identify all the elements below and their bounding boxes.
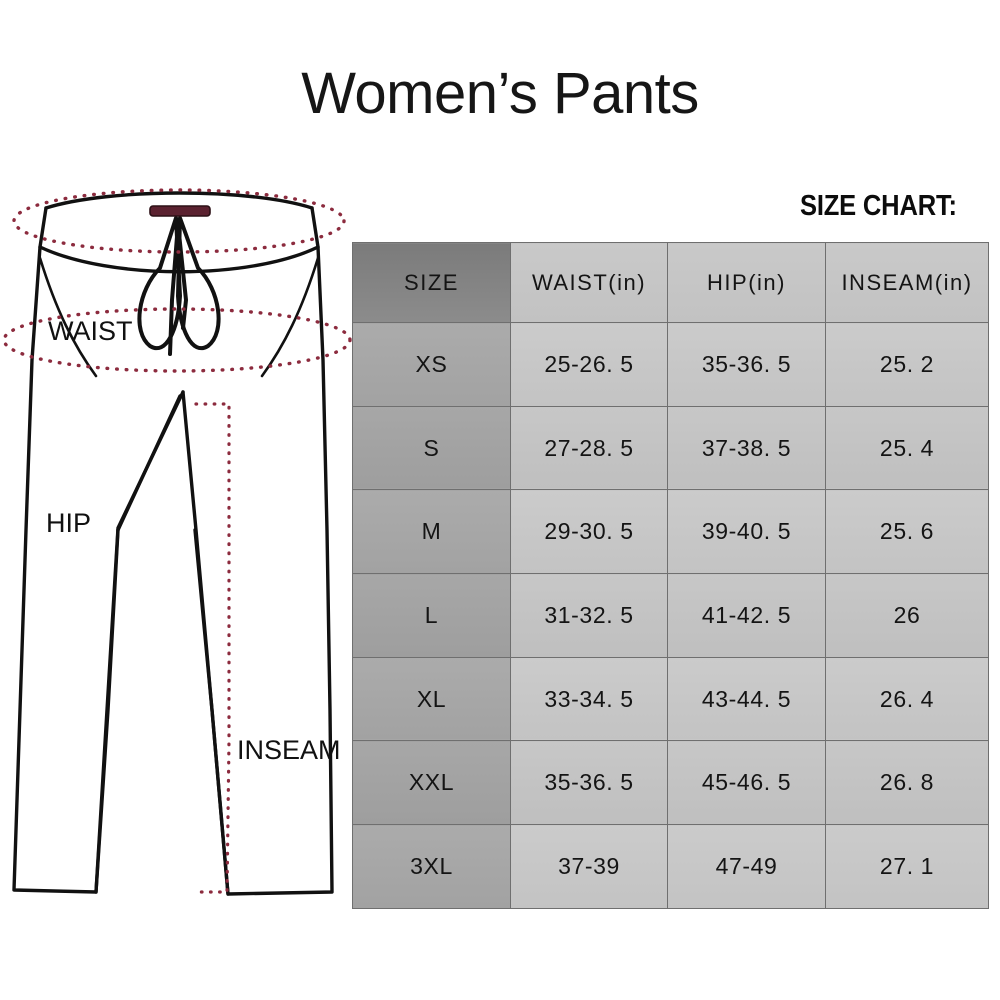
cell-inseam: 25. 6 (825, 489, 989, 575)
cell-hip: 39-40. 5 (667, 489, 826, 575)
drawstring-eyelet (149, 205, 211, 217)
table-header-row: SIZE WAIST(in) HIP(in) INSEAM(in) (352, 242, 989, 323)
cell-inseam: 26. 8 (825, 740, 989, 826)
cell-hip: 35-36. 5 (667, 322, 826, 407)
cell-inseam: 25. 2 (825, 322, 989, 407)
table-row: 3XL 37-39 47-49 27. 1 (352, 824, 989, 909)
table-row: XXL 35-36. 5 45-46. 5 26. 8 (352, 740, 989, 826)
cell-hip: 43-44. 5 (667, 656, 826, 742)
cell-size: 3XL (352, 824, 511, 909)
waist-label: WAIST (48, 316, 133, 346)
column-header-size: SIZE (352, 242, 511, 323)
cell-hip: 47-49 (667, 824, 826, 909)
table-row: M 29-30. 5 39-40. 5 25. 6 (352, 489, 989, 575)
cell-size: XL (352, 656, 511, 742)
table-body: XS 25-26. 5 35-36. 5 25. 2 S 27-28. 5 37… (352, 322, 989, 909)
pants-outline-group (12, 191, 334, 896)
cell-waist: 25-26. 5 (510, 322, 668, 407)
table-row: L 31-32. 5 41-42. 5 26 (352, 573, 989, 658)
cell-waist: 33-34. 5 (510, 656, 668, 742)
column-header-hip: HIP(in) (667, 242, 826, 323)
column-header-waist: WAIST(in) (510, 242, 668, 323)
drawstring-bow (137, 216, 221, 356)
cell-inseam: 26. 4 (825, 656, 989, 742)
cell-hip: 37-38. 5 (667, 405, 826, 491)
size-chart-heading: SIZE CHART: (800, 190, 957, 222)
cell-waist: 27-28. 5 (510, 405, 668, 491)
size-chart-table: SIZE WAIST(in) HIP(in) INSEAM(in) XS 25-… (352, 242, 989, 909)
pants-illustration: WAIST HIP INSEAM (0, 150, 360, 940)
column-header-inseam: INSEAM(in) (825, 242, 989, 323)
cell-inseam: 25. 4 (825, 405, 989, 491)
hip-measure-ellipse (2, 307, 352, 373)
cell-inseam: 27. 1 (825, 824, 989, 909)
page-title: Women’s Pants (301, 61, 699, 126)
cell-hip: 41-42. 5 (667, 573, 826, 658)
hip-label: HIP (46, 508, 92, 538)
inseam-label: INSEAM (237, 735, 341, 765)
cell-inseam: 26 (825, 573, 989, 658)
cell-waist: 35-36. 5 (510, 740, 668, 826)
size-chart-table-wrapper: SIZE WAIST(in) HIP(in) INSEAM(in) XS 25-… (352, 242, 989, 909)
cell-waist: 37-39 (510, 824, 668, 909)
cell-waist: 31-32. 5 (510, 573, 668, 658)
table-row: S 27-28. 5 37-38. 5 25. 4 (352, 405, 989, 491)
inseam-measure-line (194, 402, 231, 894)
cell-size: S (352, 405, 511, 491)
cell-size: M (352, 489, 511, 575)
cell-size: XXL (352, 740, 511, 826)
cell-size: XS (352, 322, 511, 407)
cell-size: L (352, 573, 511, 658)
cell-hip: 45-46. 5 (667, 740, 826, 826)
table-row: XL 33-34. 5 43-44. 5 26. 4 (352, 656, 989, 742)
cell-waist: 29-30. 5 (510, 489, 668, 575)
waist-measure-ellipse (12, 188, 346, 254)
table-row: XS 25-26. 5 35-36. 5 25. 2 (352, 322, 989, 407)
